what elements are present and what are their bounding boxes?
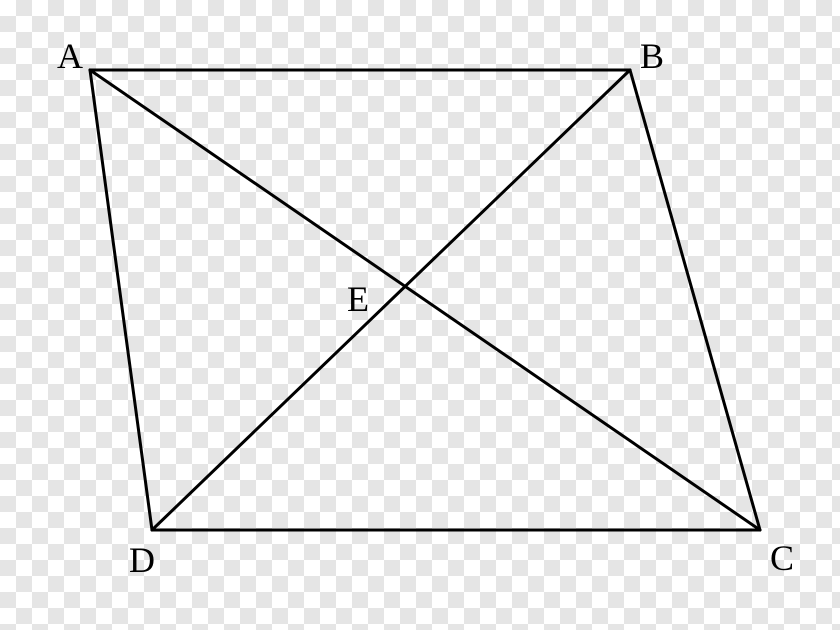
- vertex-label-e: E: [347, 281, 369, 317]
- vertex-label-c: C: [770, 540, 794, 576]
- edge-da: [90, 70, 152, 530]
- edge-bd: [152, 70, 630, 530]
- vertex-label-a: A: [57, 38, 83, 74]
- parallelogram-diagram: [0, 0, 840, 630]
- vertex-label-b: B: [640, 38, 664, 74]
- edge-bc: [630, 70, 760, 530]
- vertex-label-d: D: [129, 542, 155, 578]
- diagram-edges: [90, 70, 760, 530]
- edge-ac: [90, 70, 760, 530]
